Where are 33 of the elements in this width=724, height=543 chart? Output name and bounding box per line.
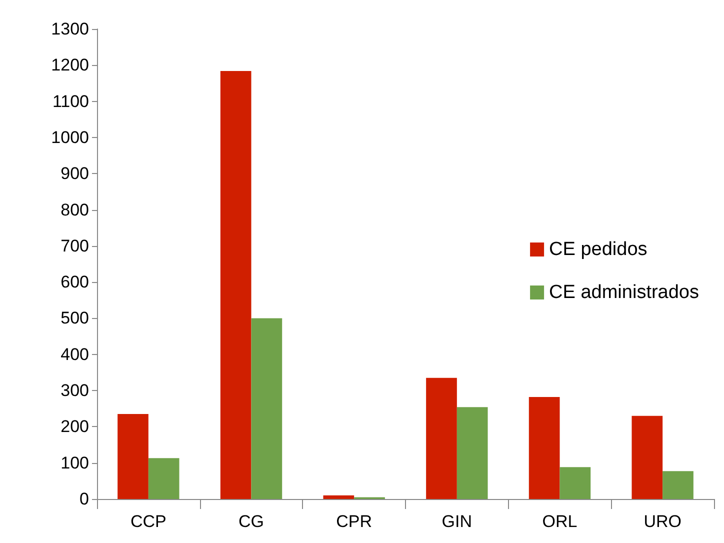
x-tick-label: CG bbox=[238, 512, 264, 531]
bar bbox=[220, 70, 252, 499]
y-tick-label: 1100 bbox=[52, 92, 89, 111]
x-tick-label: GIN bbox=[442, 512, 472, 531]
y-tick-label: 1000 bbox=[51, 128, 89, 147]
bar bbox=[426, 378, 457, 499]
x-tick-label: ORL bbox=[542, 512, 578, 531]
bar bbox=[251, 318, 282, 499]
y-tick-label: 800 bbox=[60, 200, 89, 220]
bar bbox=[528, 397, 560, 499]
bar bbox=[456, 407, 488, 499]
bar bbox=[560, 467, 591, 499]
x-tick-label: CCP bbox=[130, 512, 166, 531]
y-tick-label: 1200 bbox=[51, 56, 89, 75]
x-tick-label: CPR bbox=[336, 512, 372, 531]
y-tick-label: 200 bbox=[60, 417, 89, 436]
y-tick-label: 600 bbox=[60, 272, 89, 292]
legend-label: CE administrados bbox=[549, 282, 700, 303]
y-tick-label: 1300 bbox=[51, 20, 89, 38]
bar bbox=[118, 414, 148, 499]
y-tick-label: 0 bbox=[80, 490, 89, 508]
y-tick-label: 400 bbox=[60, 344, 89, 364]
y-tick-label: 300 bbox=[60, 381, 89, 400]
legend-label: CE pedidos bbox=[549, 239, 648, 260]
bar bbox=[148, 458, 180, 499]
y-tick-label: 500 bbox=[60, 308, 89, 328]
y-tick-label: 900 bbox=[60, 164, 89, 184]
y-tick-label: 100 bbox=[60, 453, 89, 472]
bar bbox=[662, 471, 694, 499]
y-tick-label: 700 bbox=[60, 236, 89, 256]
x-tick-label: URO bbox=[644, 512, 682, 531]
bar bbox=[323, 495, 354, 499]
bar bbox=[632, 416, 663, 499]
